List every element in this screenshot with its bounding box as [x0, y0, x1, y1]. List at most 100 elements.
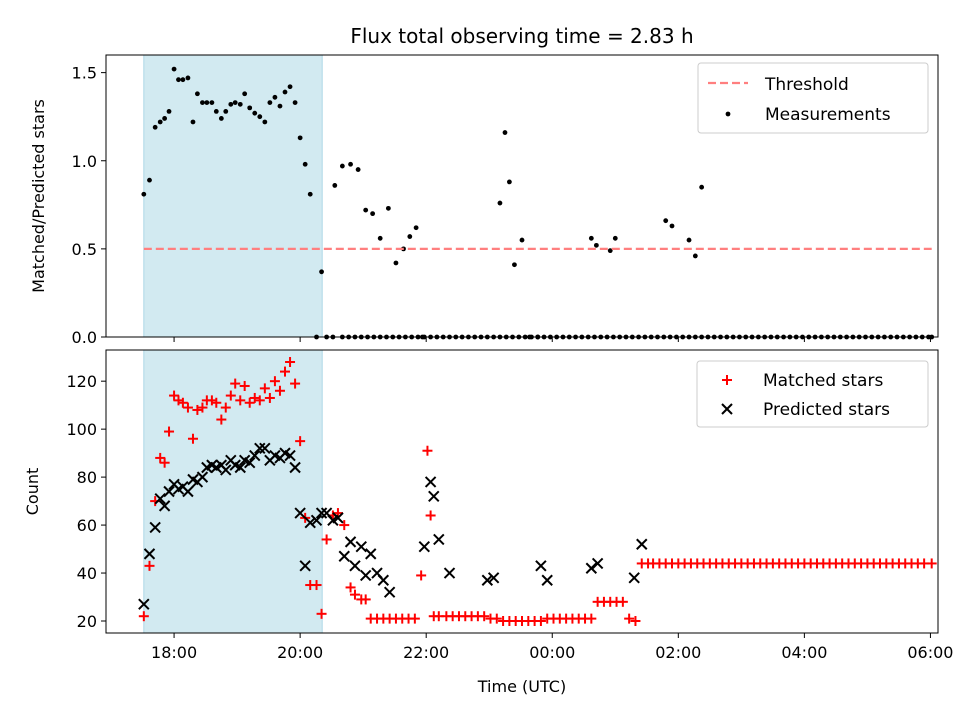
predicted-star-point: [377, 574, 390, 586]
matched-star-point: [254, 395, 265, 406]
measurement-point: [185, 75, 191, 81]
matched-star-point: [269, 376, 280, 387]
measurement-point: [180, 77, 186, 83]
predicted-star-point: [154, 492, 166, 505]
ratio-legend: Threshold Measurements: [697, 62, 929, 134]
count-legend-box: [696, 360, 929, 428]
measurement-point: [588, 235, 594, 241]
x-tick-label: 02:00: [655, 643, 701, 662]
legend-measurements-swatch: [725, 111, 731, 117]
measurement-point: [407, 234, 413, 239]
matched-star-point: [290, 378, 301, 389]
matched-star-point: [159, 457, 170, 468]
matched-star-point: [491, 613, 502, 624]
measurement-point: [297, 135, 303, 141]
matched-star-point: [182, 402, 193, 413]
legend-x-mark: [721, 403, 733, 415]
measurement-point: [228, 101, 234, 107]
measurement-point: [497, 200, 503, 206]
count-y-tick-label: 120: [66, 372, 97, 391]
predicted-star-point: [304, 516, 316, 529]
measurement-point: [232, 100, 238, 105]
matched-star-point: [586, 613, 597, 624]
ratio-y-ticks: 0.0 0.5 1.0 1.5: [72, 64, 106, 347]
predicted-star-point: [636, 538, 648, 550]
measurement-point: [152, 124, 158, 130]
predicted-star-point: [143, 548, 156, 560]
measurement-point: [302, 161, 308, 167]
measurement-point: [171, 66, 177, 72]
measurement-point: [176, 77, 181, 83]
ratio-x-ticks: [173, 337, 931, 342]
matched-star-point: [339, 520, 350, 531]
predicted-star-point: [487, 572, 500, 584]
count-axes-frame: [105, 349, 939, 634]
ratio-y-axis-label: Matched/Predicted stars: [29, 99, 48, 293]
predicted-star-point: [294, 507, 306, 519]
matched-star-point: [144, 560, 155, 571]
measurement-point: [218, 116, 224, 121]
predicted-star-point: [585, 562, 598, 574]
predicted-star-point: [628, 572, 640, 584]
predicted-star-point: [310, 514, 323, 526]
matched-star-point: [285, 356, 296, 367]
predicted-star-point: [149, 521, 161, 534]
measurement-point: [593, 242, 599, 248]
matched-star-point: [192, 404, 203, 415]
matched-star-point: [259, 383, 270, 394]
matched-star-point: [535, 616, 546, 627]
measurement-point: [607, 248, 613, 254]
measurement-point: [393, 260, 399, 266]
predicted-star-point: [383, 586, 396, 598]
matched-star-point: [416, 570, 427, 581]
matched-star-point: [197, 402, 208, 413]
measurement-point: [692, 253, 698, 259]
matched-star-point: [177, 397, 188, 408]
measurement-point: [237, 101, 243, 107]
ratio-y-tick-label: 1.0: [72, 152, 97, 171]
predicted-star-point: [244, 457, 256, 469]
measurement-point: [385, 205, 391, 211]
predicted-star-point: [299, 560, 311, 572]
ratio-y-tick-label: 1.5: [72, 64, 97, 83]
predicted-star-point: [289, 461, 301, 474]
x-tick-label: 18:00: [151, 643, 197, 662]
measurement-point: [348, 161, 353, 167]
matched-star-point: [169, 390, 180, 401]
measurement-point: [147, 177, 152, 183]
predicted-star-point: [259, 442, 271, 455]
matched-star-point: [235, 395, 246, 406]
matched-star-point: [239, 380, 250, 391]
measurement-point: [307, 191, 313, 197]
count-y-tick-label: 80: [77, 468, 97, 487]
ratio-y-tick-label: 0.5: [72, 240, 97, 259]
x-tick-label: 20:00: [277, 643, 323, 662]
matched-star-point: [295, 436, 306, 447]
predicted-star-point: [535, 560, 547, 572]
matched-star-point: [422, 445, 433, 456]
x-tick-label: 06:00: [907, 643, 953, 662]
count-y-ticks: 20 40 60 80 100 120: [66, 372, 106, 631]
measurement-point: [252, 110, 258, 116]
measurement-point: [162, 116, 168, 121]
matched-star-point: [138, 611, 149, 622]
predicted-star-point: [433, 533, 445, 546]
observing-window-band: [143, 54, 323, 338]
legend-predicted-label: Predicted stars: [763, 400, 890, 420]
predicted-star-point: [355, 540, 367, 553]
ratio-axes-frame: [105, 54, 939, 338]
matched-star-point: [220, 402, 231, 413]
measurement-point: [267, 100, 273, 105]
legend-matched-swatch: [722, 375, 732, 385]
predicted-star-point: [443, 567, 456, 579]
measurement-point: [213, 109, 219, 114]
ratio-panel: 0.0 0.5 1.0 1.5 Flux total observing time =…: [29, 24, 939, 347]
measurement-point: [166, 109, 172, 114]
matched-star-point: [249, 392, 260, 403]
predicted-star-point: [196, 471, 209, 483]
x-axis-label: Time (UTC): [477, 677, 566, 696]
matched-star-point: [409, 613, 420, 624]
matched-star-point: [230, 378, 241, 389]
measurement-point: [319, 269, 324, 275]
count-y-axis-label: Count: [23, 468, 42, 516]
